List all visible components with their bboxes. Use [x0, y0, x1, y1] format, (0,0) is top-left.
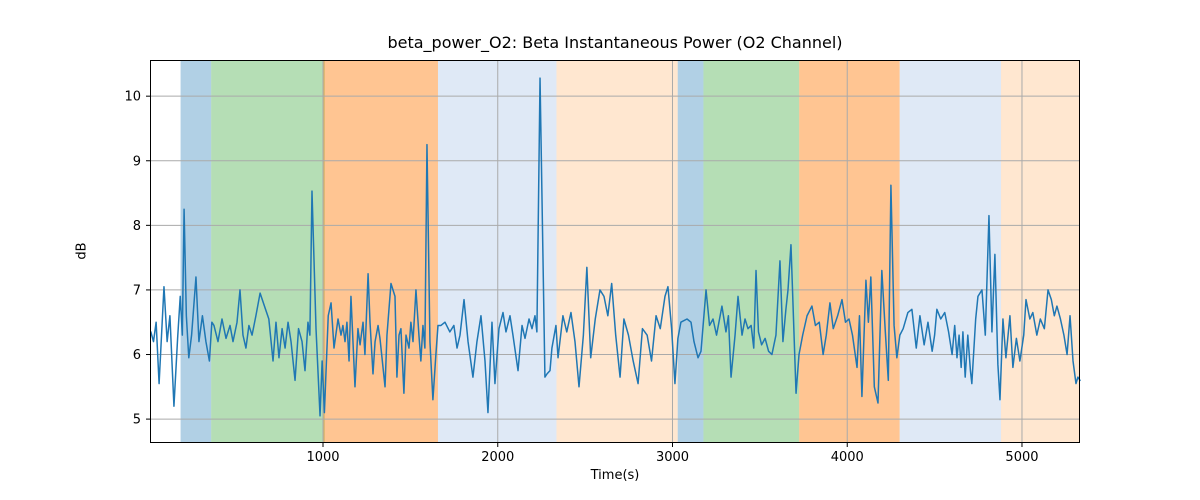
band-light-blue	[899, 60, 1002, 443]
band-light-orange	[1001, 60, 1080, 443]
y-tick-label: 5	[133, 413, 141, 428]
y-tick-label: 8	[133, 219, 141, 234]
plot-svg: 1000 2000 3000 4000 5000 5 6 7 8 9 10	[124, 60, 1081, 465]
band-orange	[799, 60, 900, 443]
x-tick-label: 3000	[656, 450, 689, 465]
chart-title: beta_power_O2: Beta Instantaneous Power …	[387, 33, 843, 52]
band-light-blue	[437, 60, 557, 443]
y-axis-label: dB	[74, 242, 90, 260]
y-tick-label: 10	[124, 90, 141, 105]
y-tick-label: 7	[133, 283, 141, 298]
plot-area: 1000 2000 3000 4000 5000 5 6 7 8 9 10	[124, 60, 1081, 465]
x-tick-label: 4000	[831, 450, 864, 465]
band-green	[703, 60, 800, 443]
x-tick-label: 1000	[306, 450, 339, 465]
band-blue	[677, 60, 704, 443]
band-light-orange	[556, 60, 678, 443]
y-tick-label: 6	[133, 348, 141, 363]
axes-spine	[150, 60, 1080, 443]
band-orange	[323, 60, 438, 443]
x-tick-label: 5000	[1005, 450, 1038, 465]
band-green	[211, 60, 325, 443]
data-line-beta_power_O2	[150, 77, 1081, 417]
x-tick-label: 2000	[481, 450, 514, 465]
y-tick-label: 9	[133, 154, 141, 169]
x-axis-label: Time(s)	[590, 468, 640, 483]
